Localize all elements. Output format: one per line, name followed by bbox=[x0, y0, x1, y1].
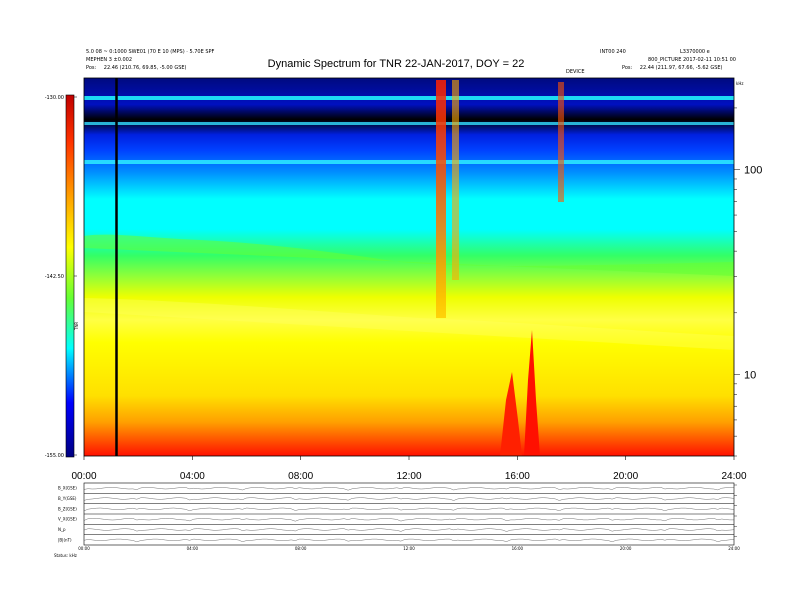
low-freq-enhancement bbox=[524, 330, 540, 456]
pale-yellow-band bbox=[84, 298, 734, 350]
interference-line bbox=[84, 160, 734, 164]
pos-value-left: 22.46 (210.76, 69.85, -5.00 GSE) bbox=[103, 65, 187, 71]
header-info-right-1: INT00 240 bbox=[600, 49, 626, 55]
x-tick-label: 00:00 bbox=[71, 471, 96, 482]
colorbar bbox=[65, 94, 75, 458]
panel-x-tick-label: 24:00 bbox=[728, 546, 740, 551]
radio-burst bbox=[558, 82, 564, 202]
colorbar-label: TNR bbox=[74, 322, 79, 331]
panel-x-tick-label: 00:00 bbox=[78, 546, 90, 551]
low-freq-enhancement bbox=[500, 372, 522, 456]
header-pos-right: Pos: 22.44 (211.97, 67.66, -5.62 GSE) bbox=[622, 65, 723, 71]
x-tick-label: 08:00 bbox=[288, 471, 313, 482]
radio-burst bbox=[436, 80, 446, 318]
colorbar-ticks: -130.00 -142.50 -155.00 bbox=[45, 95, 77, 459]
x-tick-label: 20:00 bbox=[613, 471, 638, 482]
panel-trace bbox=[83, 518, 734, 522]
panel-x-tick-label: 12:00 bbox=[403, 546, 415, 551]
panel-label: B_Y(GSE) bbox=[58, 496, 77, 501]
header-pos-left: Pos: 22.46 (210.76, 69.85, -5.00 GSE) bbox=[86, 65, 187, 71]
green-band bbox=[84, 234, 734, 276]
panel-x-tick-label: 16:00 bbox=[512, 546, 524, 551]
header-info-right-2: L3370000 e bbox=[680, 49, 710, 55]
header-info-right-3: 800_PICTURE 2017-02-11 10:51 00 bbox=[648, 57, 736, 63]
interference-line bbox=[84, 96, 734, 100]
x-tick-label: 24:00 bbox=[721, 471, 746, 482]
interference-line bbox=[84, 122, 734, 125]
radio-burst bbox=[452, 80, 459, 280]
panel-label: B_Z(GSE) bbox=[58, 506, 77, 511]
panel-x-tick-label: 20:00 bbox=[620, 546, 632, 551]
panel-x-tick-label: 08:00 bbox=[295, 546, 307, 551]
panel-trace bbox=[83, 507, 735, 511]
device-label: DEVICE bbox=[566, 69, 585, 75]
panel-trace bbox=[83, 528, 735, 532]
x-tick-label: 12:00 bbox=[396, 471, 421, 482]
x-axis-ticks: 00:00 04:00 08:00 12:00 16:00 20:00 24:00 bbox=[71, 456, 747, 482]
panel-label: V_X(GSE) bbox=[58, 517, 77, 522]
x-tick-label: 04:00 bbox=[180, 471, 205, 482]
solar-wind-panels: B_X(GSE) B_Y(GSE) B_Z(GSE) V_X(GSE) N_p |B|(n… bbox=[58, 482, 740, 551]
panel-trace bbox=[83, 487, 735, 491]
right-axis-unit: kHz bbox=[736, 81, 743, 86]
panel-label: B_X(GSE) bbox=[58, 486, 77, 491]
right-axis-tick-label: 100 bbox=[744, 165, 762, 177]
pos-value-right: 22.44 (211.97, 67.66, -5.62 GSE) bbox=[639, 65, 723, 71]
header-info-left-1: 5.0 08 ~ 0:1000 SWE01 (70 E 10 (MPS) · 5… bbox=[86, 49, 215, 55]
panel-x-tick-label: 04:00 bbox=[187, 546, 199, 551]
chart-title: Dynamic Spectrum for TNR 22-JAN-2017, DO… bbox=[267, 58, 525, 70]
right-axis-tick-label: 10 bbox=[744, 369, 756, 381]
right-axis-ticks: 100 10 bbox=[734, 107, 762, 457]
colorbar-tick-label: -142.50 bbox=[45, 274, 64, 280]
spectrogram bbox=[83, 77, 735, 457]
footer-status: Status: kHz bbox=[54, 553, 77, 558]
panel-label: |B|(nT) bbox=[58, 537, 72, 542]
panel-label: N_p bbox=[58, 527, 66, 532]
colorbar-tick-label: -155.00 bbox=[45, 453, 64, 459]
pos-label-right: Pos: bbox=[622, 65, 633, 71]
panel-trace bbox=[83, 497, 735, 501]
pos-label-left: Pos: bbox=[86, 65, 97, 71]
colorbar-tick-label: -130.00 bbox=[45, 95, 64, 101]
x-tick-label: 16:00 bbox=[505, 471, 530, 482]
header-info-left-2: MEPHEN 3 ±0.002 bbox=[86, 57, 133, 63]
panel-trace bbox=[83, 538, 735, 542]
